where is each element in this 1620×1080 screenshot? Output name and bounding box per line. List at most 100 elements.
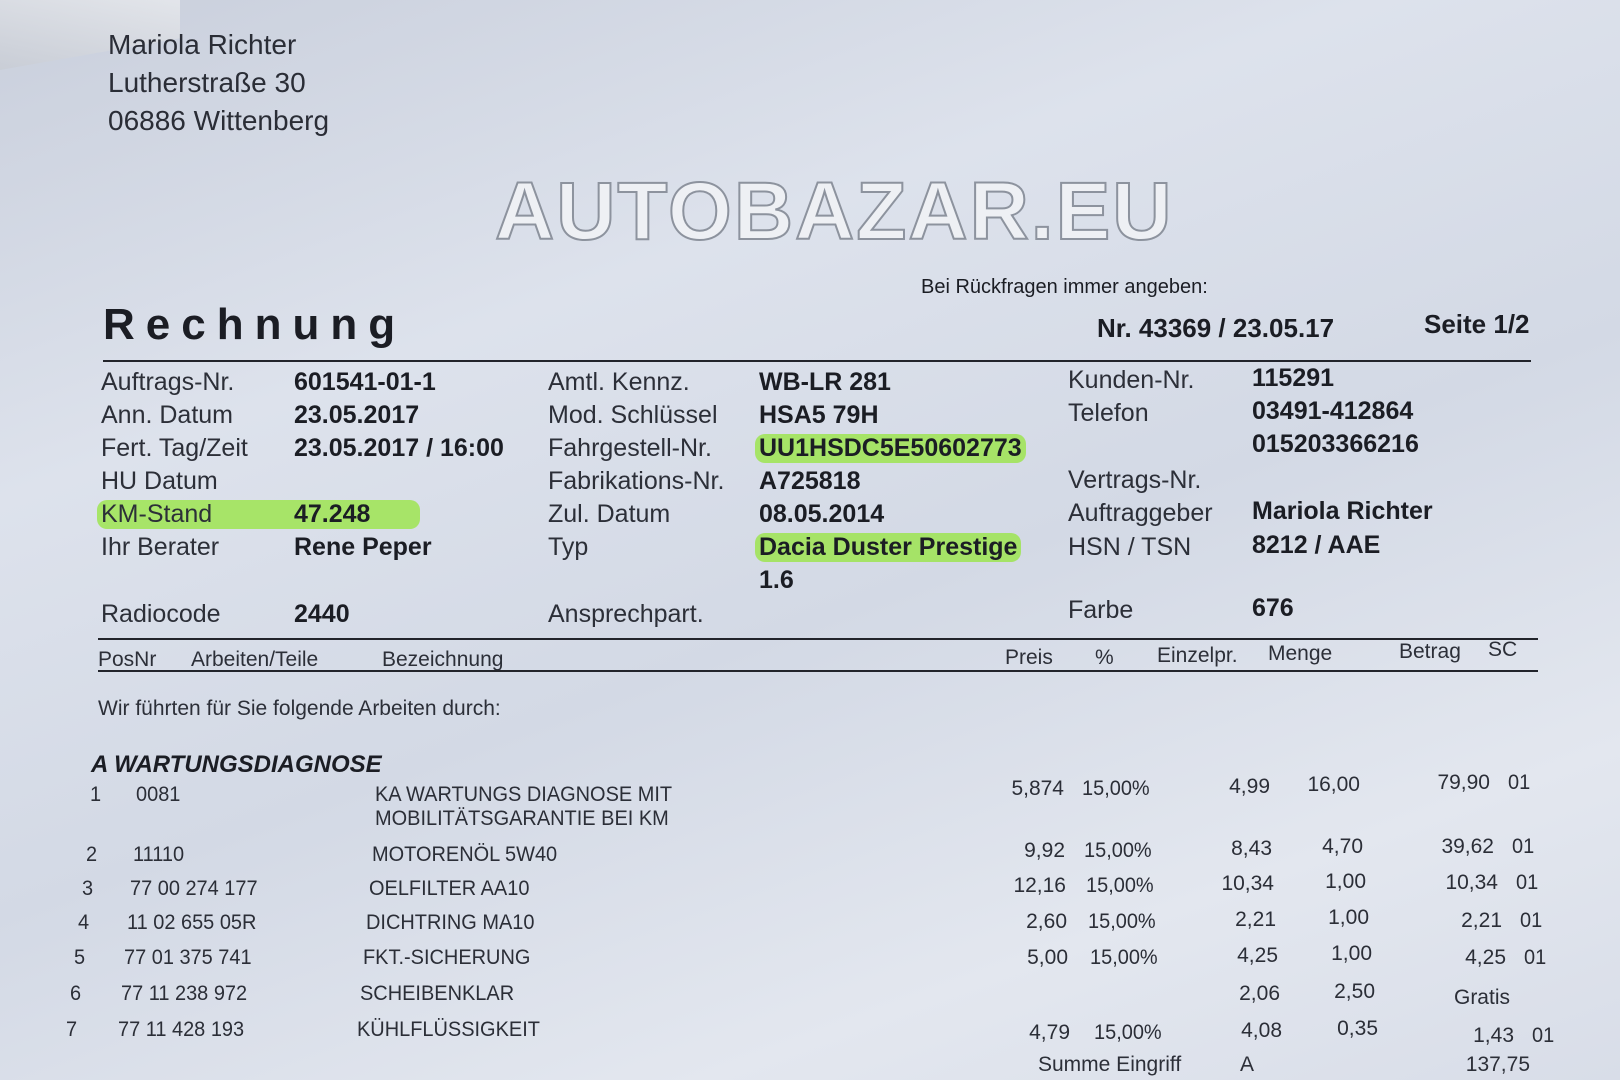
field-label: Kunden-Nr. (1068, 366, 1195, 394)
part-number: 77 11 238 972 (121, 982, 248, 1005)
column-header: Einzelpr. (1157, 644, 1238, 667)
pos-number: 5 (74, 946, 86, 969)
amount: 4,25 (1465, 946, 1506, 969)
field-label: Auftraggeber (1068, 499, 1213, 527)
part-number: 11 02 655 05R (127, 911, 257, 934)
sum-group: A (1240, 1053, 1255, 1076)
divider (98, 638, 1538, 640)
field-label: Vertrags-Nr. (1068, 466, 1202, 494)
field-value: 601541-01-1 (294, 368, 436, 396)
discount-percent: 15,00% (1086, 874, 1154, 897)
price: 4,79 (1029, 1021, 1070, 1044)
field-label: Fahrgestell-Nr. (548, 434, 712, 462)
sc-code: 01 (1532, 1024, 1555, 1047)
divider (103, 360, 1531, 362)
discount-percent: 15,00% (1094, 1021, 1162, 1044)
sum-value: 137,75 (1465, 1053, 1530, 1076)
field-value: Mariola Richter (1252, 497, 1433, 525)
divider (98, 670, 1538, 672)
page-number: Seite 1/2 (1424, 309, 1530, 339)
discount-percent: 15,00% (1084, 839, 1152, 862)
field-value: Dacia Duster Prestige (755, 533, 1022, 562)
column-header: Bezeichnung (382, 648, 504, 671)
description: KA WARTUNGS DIAGNOSE MIT (375, 783, 673, 806)
sc-code: 01 (1520, 909, 1543, 932)
field-value-2: 1.6 (759, 566, 794, 594)
description: FKT.-SICHERUNG (363, 946, 531, 969)
amount: 79,90 (1437, 771, 1490, 794)
description: OELFILTER AA10 (369, 877, 530, 900)
price: 12,16 (1013, 874, 1066, 897)
price: 9,92 (1024, 839, 1065, 862)
quantity: 2,50 (1334, 980, 1375, 1003)
section-title: A WARTUNGSDIAGNOSE (91, 751, 382, 778)
quantity: 1,00 (1325, 870, 1366, 893)
unit-price: 4,25 (1237, 944, 1278, 967)
field-value: 08.05.2014 (759, 500, 885, 528)
quantity: 1,00 (1328, 906, 1369, 929)
address-city: 06886 Wittenberg (108, 105, 330, 136)
field-label: Zul. Datum (548, 500, 671, 528)
reference-note: Bei Rückfragen immer angeben: (921, 276, 1208, 298)
pos-number: 4 (78, 911, 90, 934)
invoice-number: Nr. 43369 / 23.05.17 (1097, 313, 1335, 343)
description-2: MOBILITÄTSGARANTIE BEI KM (375, 807, 669, 830)
unit-price: 10,34 (1221, 872, 1274, 895)
part-number: 11110 (133, 843, 185, 866)
field-value: 676 (1252, 594, 1294, 622)
intro-text: Wir führten für Sie folgende Arbeiten du… (98, 697, 501, 720)
column-header: SC (1488, 638, 1518, 661)
address-street: Lutherstraße 30 (108, 67, 306, 98)
recipient-address: Mariola Richter Lutherstraße 30 06886 Wi… (108, 26, 329, 140)
field-value: UU1HSDC5E50602773 (755, 434, 1026, 463)
quantity: 0,35 (1337, 1017, 1378, 1040)
price: 2,60 (1026, 910, 1067, 933)
field-value: HSA5 79H (759, 401, 879, 429)
field-value: 115291 (1252, 364, 1335, 392)
field-label: Radiocode (101, 600, 221, 628)
field-value: WB-LR 281 (759, 368, 891, 396)
amount: Gratis (1453, 986, 1510, 1009)
address-name: Mariola Richter (108, 29, 297, 60)
quantity: 16,00 (1307, 773, 1360, 796)
field-label: Farbe (1068, 596, 1134, 624)
amount: 10,34 (1445, 871, 1498, 894)
column-header: Menge (1268, 642, 1333, 665)
field-label: Ihr Berater (101, 533, 220, 561)
column-header: PosNr (98, 648, 157, 671)
part-number: 0081 (136, 783, 181, 806)
sum-label: Summe Eingriff (1038, 1053, 1182, 1076)
amount: 1,43 (1473, 1024, 1514, 1047)
quantity: 4,70 (1322, 835, 1363, 858)
pos-number: 6 (70, 982, 82, 1005)
discount-percent: 15,00% (1082, 777, 1150, 800)
field-value: 47.248 (294, 500, 371, 528)
unit-price: 4,99 (1229, 775, 1270, 798)
field-label: Mod. Schlüssel (548, 401, 718, 429)
unit-price: 2,06 (1239, 982, 1280, 1005)
field-label: Fabrikations-Nr. (548, 467, 725, 495)
field-value: Rene Peper (294, 533, 432, 561)
discount-percent: 15,00% (1088, 910, 1156, 933)
sc-code: 01 (1516, 871, 1539, 894)
amount: 2,21 (1461, 909, 1502, 932)
pos-number: 3 (82, 877, 94, 900)
price: 5,874 (1011, 777, 1064, 800)
description: SCHEIBENKLAR (360, 982, 515, 1005)
column-header: Preis (1005, 646, 1053, 669)
field-value-2: 015203366216 (1252, 430, 1419, 458)
field-value: 23.05.2017 / 16:00 (294, 434, 504, 462)
field-value: A725818 (759, 467, 861, 495)
field-label: Typ (548, 533, 589, 561)
document-title: Rechnung (103, 300, 407, 349)
pos-number: 1 (90, 783, 102, 806)
field-value: 03491-412864 (1252, 397, 1414, 425)
sc-code: 01 (1512, 835, 1535, 858)
unit-price: 8,43 (1231, 837, 1272, 860)
field-label: HSN / TSN (1068, 533, 1192, 561)
amount: 39,62 (1441, 835, 1494, 858)
field-label: KM-Stand (97, 500, 420, 529)
column-header: Arbeiten/Teile (191, 648, 319, 671)
column-header: % (1095, 646, 1114, 669)
description: DICHTRING MA10 (366, 911, 535, 934)
